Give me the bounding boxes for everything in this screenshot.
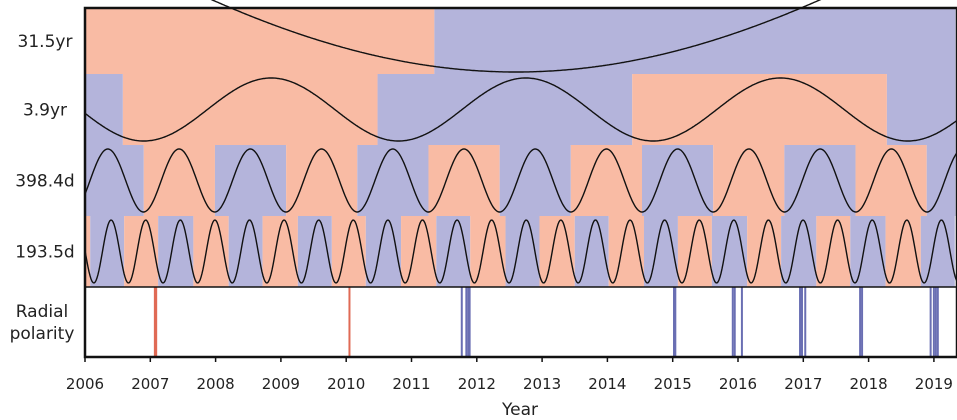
- panel-1-segment-0: [85, 74, 123, 145]
- panel-3-segment-3: [158, 216, 194, 287]
- x-tick-label-2019: 2019: [915, 375, 953, 393]
- panel-1: 3.9yr: [23, 74, 957, 145]
- panel-3-segment-8: [331, 216, 366, 287]
- panel-3-segment-0: [85, 216, 91, 287]
- panel-3-segment-2: [124, 216, 159, 287]
- x-tick-label-2006: 2006: [66, 375, 104, 393]
- panel-2-segment-7: [570, 145, 643, 216]
- polarity-panel-label-line1: Radial: [16, 302, 69, 322]
- panel-0-segment-1: [434, 8, 956, 74]
- panel-3: 193.5d: [15, 216, 957, 287]
- x-tick-label-2018: 2018: [850, 375, 888, 393]
- x-tick-label-2017: 2017: [784, 375, 822, 393]
- x-axis-label: Year: [501, 400, 538, 420]
- panel-0: 31.5yr: [18, 0, 956, 74]
- x-tick-label-2007: 2007: [131, 375, 169, 393]
- panel-2-segment-2: [214, 145, 287, 216]
- panel-0-label: 31.5yr: [18, 32, 73, 52]
- panel-2-segment-8: [642, 145, 714, 216]
- panel-1-segment-1: [122, 74, 378, 145]
- x-tick-label-2013: 2013: [523, 375, 561, 393]
- panel-2-segment-1: [143, 145, 215, 216]
- polarity-layer: [85, 287, 957, 357]
- panel-2-segment-9: [713, 145, 785, 216]
- panel-2-label: 398.4d: [15, 172, 74, 192]
- x-tick-label-2009: 2009: [262, 375, 300, 393]
- panel-3-label: 193.5d: [15, 243, 74, 263]
- panel-1-label: 3.9yr: [23, 101, 67, 121]
- panel-2-curve: [84, 148, 957, 213]
- x-tick-label-2016: 2016: [719, 375, 757, 393]
- panel-2-segment-4: [357, 145, 429, 216]
- panel-2-segment-6: [499, 145, 571, 216]
- panel-1-curve: [84, 77, 957, 142]
- x-axis: 2006 2007 2008 2009 2010 2011 2012 2013 2014 2015…: [66, 357, 953, 393]
- x-tick-label-2015: 2015: [654, 375, 692, 393]
- x-tick-label-2008: 2008: [197, 375, 235, 393]
- x-tick-label-2014: 2014: [588, 375, 626, 393]
- polarity-panel-label-line2: polarity: [10, 324, 75, 344]
- panel-0-segment-0: [85, 8, 435, 74]
- panel-2-segment-5: [428, 145, 500, 216]
- panels-layer: 31.5yr 3.9yr 398.4d 193.5d: [15, 0, 957, 287]
- panel-2: 398.4d: [15, 145, 957, 216]
- x-tick-label-2012: 2012: [458, 375, 496, 393]
- panel-2-segment-11: [855, 145, 927, 216]
- plot-frame: [83, 6, 957, 359]
- panel-1-segment-4: [886, 74, 956, 145]
- panel-2-segment-0: [85, 145, 144, 216]
- panel-2-segment-10: [784, 145, 856, 216]
- x-tick-label-2011: 2011: [392, 375, 430, 393]
- panel-1-segment-3: [632, 74, 887, 145]
- panel-1-segment-2: [377, 74, 633, 145]
- panel-2-segment-12: [926, 145, 956, 216]
- panel-3-segment-9: [365, 216, 402, 287]
- x-tick-label-2010: 2010: [327, 375, 365, 393]
- frame-layer: [83, 6, 957, 359]
- panel-2-segment-3: [286, 145, 358, 216]
- polarity-background: [85, 287, 957, 357]
- panel-3-curve: [84, 219, 957, 284]
